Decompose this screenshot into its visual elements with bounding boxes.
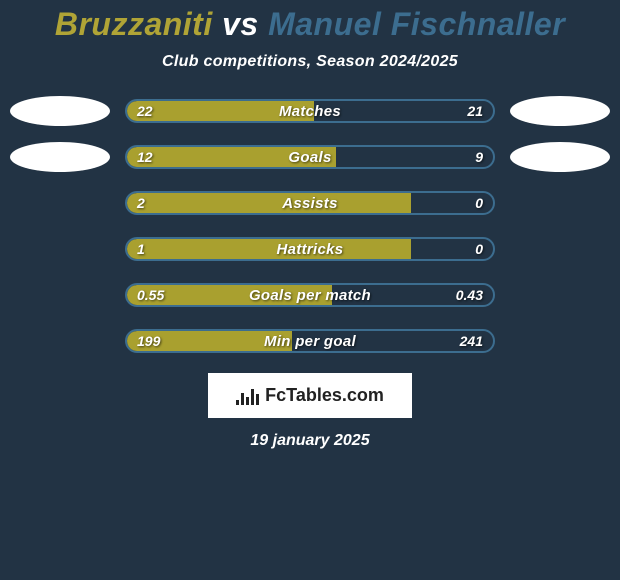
footer: FcTables.com 19 january 2025 <box>0 373 620 450</box>
avatar-right <box>510 96 610 126</box>
player-right-name: Manuel Fischnaller <box>268 6 565 42</box>
stat-label: Hattricks <box>127 239 493 259</box>
stat-value-right: 21 <box>467 101 483 121</box>
avatar-left <box>10 96 110 126</box>
comparison-infographic: Bruzzaniti vs Manuel Fischnaller Club co… <box>0 0 620 580</box>
player-left-name: Bruzzaniti <box>55 6 213 42</box>
stat-label: Goals per match <box>127 285 493 305</box>
stat-value-right: 0 <box>475 239 483 259</box>
avatar-left <box>10 142 110 172</box>
page-title: Bruzzaniti vs Manuel Fischnaller <box>0 6 620 43</box>
stat-value-right: 0.43 <box>456 285 483 305</box>
stat-row: 12Goals9 <box>0 145 620 169</box>
stat-row: 1Hattricks0 <box>0 237 620 261</box>
stat-label: Goals <box>127 147 493 167</box>
stat-value-right: 9 <box>475 147 483 167</box>
brand-badge: FcTables.com <box>208 373 412 418</box>
stat-bar: 22Matches21 <box>125 99 495 123</box>
stat-row: 2Assists0 <box>0 191 620 215</box>
date-text: 19 january 2025 <box>250 432 369 450</box>
stat-bar: 1Hattricks0 <box>125 237 495 261</box>
avatar-right <box>510 142 610 172</box>
stat-bar: 12Goals9 <box>125 145 495 169</box>
stat-value-right: 0 <box>475 193 483 213</box>
title-vs: vs <box>222 6 259 42</box>
stat-label: Assists <box>127 193 493 213</box>
stat-row: 22Matches21 <box>0 99 620 123</box>
stat-label: Min per goal <box>127 331 493 351</box>
stat-label: Matches <box>127 101 493 121</box>
stat-row: 199Min per goal241 <box>0 329 620 353</box>
stat-row: 0.55Goals per match0.43 <box>0 283 620 307</box>
stat-bar: 199Min per goal241 <box>125 329 495 353</box>
brand-chart-icon <box>236 387 259 405</box>
brand-text: FcTables.com <box>265 385 384 406</box>
stat-value-right: 241 <box>460 331 483 351</box>
stat-bar: 0.55Goals per match0.43 <box>125 283 495 307</box>
stat-rows: 22Matches2112Goals92Assists01Hattricks00… <box>0 99 620 353</box>
stat-bar: 2Assists0 <box>125 191 495 215</box>
subtitle: Club competitions, Season 2024/2025 <box>0 53 620 71</box>
